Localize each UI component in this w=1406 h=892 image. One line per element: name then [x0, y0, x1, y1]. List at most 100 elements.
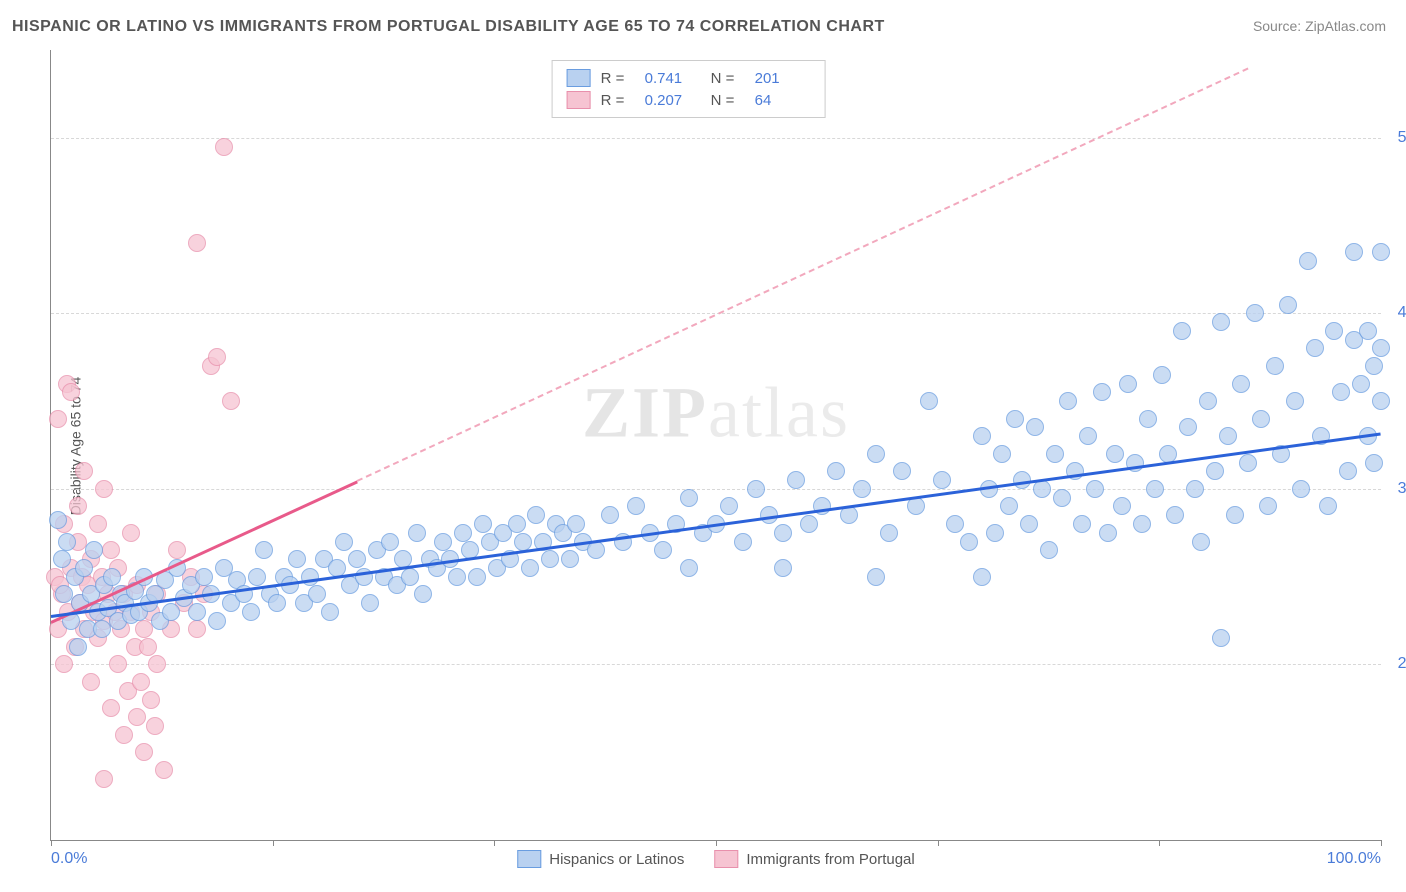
data-point — [1113, 497, 1131, 515]
data-point — [115, 726, 133, 744]
plot-area: ZIPatlas R =0.741N =201R =0.207N =64 His… — [50, 50, 1381, 841]
data-point — [627, 497, 645, 515]
data-point — [867, 568, 885, 586]
source-label: Source: ZipAtlas.com — [1253, 18, 1386, 34]
data-point — [893, 462, 911, 480]
data-point — [521, 559, 539, 577]
data-point — [1299, 252, 1317, 270]
data-point — [1212, 313, 1230, 331]
data-point — [1226, 506, 1244, 524]
data-point — [527, 506, 545, 524]
data-point — [1339, 462, 1357, 480]
legend-swatch — [567, 69, 591, 87]
data-point — [1365, 454, 1383, 472]
y-tick-label: 50.0% — [1398, 129, 1406, 147]
data-point — [1186, 480, 1204, 498]
data-point — [774, 524, 792, 542]
data-point — [255, 541, 273, 559]
data-point — [1239, 454, 1257, 472]
data-point — [1073, 515, 1091, 533]
trend-line — [51, 433, 1381, 619]
data-point — [208, 348, 226, 366]
data-point — [102, 541, 120, 559]
data-point — [142, 691, 160, 709]
data-point — [1020, 515, 1038, 533]
data-point — [1099, 524, 1117, 542]
x-tick-label: 0.0% — [51, 850, 87, 868]
data-point — [109, 655, 127, 673]
data-point — [747, 480, 765, 498]
data-point — [787, 471, 805, 489]
data-point — [474, 515, 492, 533]
data-point — [69, 638, 87, 656]
watermark-bold: ZIP — [582, 373, 708, 453]
chart-container: HISPANIC OR LATINO VS IMMIGRANTS FROM PO… — [0, 0, 1406, 892]
legend-r-value: 0.741 — [645, 70, 701, 87]
data-point — [1166, 506, 1184, 524]
legend-r-label: R = — [601, 70, 635, 87]
data-point — [103, 568, 121, 586]
legend-swatch — [714, 850, 738, 868]
data-point — [321, 603, 339, 621]
data-point — [215, 138, 233, 156]
data-point — [1119, 375, 1137, 393]
data-point — [1319, 497, 1337, 515]
data-point — [1173, 322, 1191, 340]
legend-n-value: 201 — [755, 70, 811, 87]
legend-label: Hispanics or Latinos — [549, 851, 684, 868]
data-point — [1079, 427, 1097, 445]
legend-item: Immigrants from Portugal — [714, 850, 914, 868]
data-point — [1146, 480, 1164, 498]
data-point — [132, 673, 150, 691]
data-point — [1192, 533, 1210, 551]
x-tick — [273, 840, 274, 846]
data-point — [601, 506, 619, 524]
data-point — [1332, 383, 1350, 401]
data-point — [720, 497, 738, 515]
data-point — [139, 638, 157, 656]
data-point — [414, 585, 432, 603]
data-point — [146, 717, 164, 735]
legend-item: Hispanics or Latinos — [517, 850, 684, 868]
data-point — [774, 559, 792, 577]
data-point — [1199, 392, 1217, 410]
data-point — [128, 708, 146, 726]
data-point — [1153, 366, 1171, 384]
data-point — [1252, 410, 1270, 428]
data-point — [188, 234, 206, 252]
data-point — [135, 743, 153, 761]
data-point — [95, 480, 113, 498]
data-point — [1232, 375, 1250, 393]
data-point — [680, 559, 698, 577]
data-point — [1359, 322, 1377, 340]
data-point — [1292, 480, 1310, 498]
data-point — [654, 541, 672, 559]
x-tick-label: 100.0% — [1327, 850, 1381, 868]
data-point — [867, 445, 885, 463]
data-point — [680, 489, 698, 507]
trend-line — [356, 68, 1248, 482]
data-point — [168, 541, 186, 559]
data-point — [800, 515, 818, 533]
data-point — [69, 497, 87, 515]
data-point — [361, 594, 379, 612]
data-point — [348, 550, 366, 568]
data-point — [448, 568, 466, 586]
data-point — [1093, 383, 1111, 401]
y-tick-label: 30.0% — [1398, 480, 1406, 498]
data-point — [102, 699, 120, 717]
legend-r-value: 0.207 — [645, 92, 701, 109]
data-point — [514, 533, 532, 551]
data-point — [75, 462, 93, 480]
data-point — [1006, 410, 1024, 428]
data-point — [148, 655, 166, 673]
data-point — [135, 620, 153, 638]
data-point — [1206, 462, 1224, 480]
data-point — [308, 585, 326, 603]
data-point — [401, 568, 419, 586]
data-point — [973, 427, 991, 445]
data-point — [973, 568, 991, 586]
legend-n-label: N = — [711, 92, 745, 109]
data-point — [155, 761, 173, 779]
gridline-h — [51, 138, 1381, 139]
